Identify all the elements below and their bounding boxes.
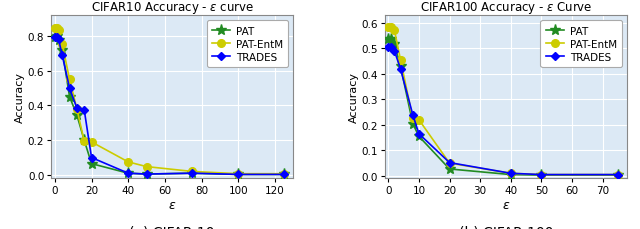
PAT-EntM: [51, 28, 59, 30]
PAT-EntM: [143, 166, 150, 168]
PAT-EntM: [81, 140, 88, 143]
TRADES: [143, 173, 150, 176]
TRADES: [397, 68, 404, 71]
PAT: [538, 174, 545, 177]
PAT: [390, 44, 398, 47]
TRADES: [390, 50, 398, 53]
PAT-EntM: [54, 29, 62, 32]
TRADES: [614, 173, 622, 176]
PAT: [88, 163, 95, 165]
PAT-EntM: [189, 170, 196, 173]
PAT-EntM: [280, 173, 288, 175]
PAT-EntM: [66, 79, 74, 81]
PAT-EntM: [390, 29, 398, 32]
PAT-EntM: [58, 43, 66, 46]
PAT: [409, 123, 417, 125]
PAT: [234, 173, 242, 176]
PAT: [53, 35, 61, 38]
PAT: [387, 39, 395, 41]
TRADES: [58, 55, 66, 57]
PAT: [124, 172, 132, 175]
TRADES: [124, 172, 132, 175]
TRADES: [73, 107, 81, 110]
PAT-EntM: [538, 173, 545, 176]
PAT: [58, 49, 66, 52]
PAT: [614, 174, 622, 177]
Line: TRADES: TRADES: [385, 45, 621, 177]
PAT-EntM: [234, 173, 242, 175]
PAT-EntM: [409, 117, 417, 120]
TRADES: [51, 36, 59, 39]
TRADES: [385, 46, 392, 49]
Title: CIFAR100 Accuracy - $\varepsilon$ Curve: CIFAR100 Accuracy - $\varepsilon$ Curve: [420, 0, 593, 16]
TRADES: [409, 114, 417, 117]
PAT-EntM: [415, 119, 423, 122]
TRADES: [538, 173, 545, 176]
Legend: PAT, PAT-EntM, TRADES: PAT, PAT-EntM, TRADES: [541, 21, 622, 68]
TRADES: [445, 161, 453, 164]
PAT-EntM: [124, 161, 132, 164]
PAT: [280, 173, 288, 176]
X-axis label: $\varepsilon$: $\varepsilon$: [502, 198, 510, 211]
PAT: [73, 114, 81, 117]
Line: PAT-EntM: PAT-EntM: [385, 24, 622, 179]
PAT-EntM: [614, 173, 622, 176]
PAT: [51, 36, 59, 39]
PAT: [143, 173, 150, 176]
PAT-EntM: [88, 141, 95, 144]
PAT-EntM: [53, 28, 61, 30]
PAT-EntM: [445, 162, 453, 165]
Line: PAT: PAT: [383, 35, 623, 181]
TRADES: [280, 173, 288, 176]
PAT-EntM: [507, 172, 515, 175]
TRADES: [387, 46, 395, 49]
Y-axis label: Accuracy: Accuracy: [349, 72, 359, 123]
TRADES: [54, 39, 62, 42]
PAT-EntM: [387, 26, 395, 29]
PAT: [385, 39, 392, 41]
Line: PAT: PAT: [49, 31, 290, 180]
PAT: [189, 172, 196, 175]
PAT: [54, 40, 62, 43]
TRADES: [507, 172, 515, 175]
Title: CIFAR10 Accuracy - $\varepsilon$ curve: CIFAR10 Accuracy - $\varepsilon$ curve: [91, 0, 254, 16]
Y-axis label: Accuracy: Accuracy: [15, 72, 25, 123]
TRADES: [81, 109, 88, 112]
TRADES: [415, 133, 423, 136]
Text: (a) CIFAR-10: (a) CIFAR-10: [129, 224, 215, 229]
TRADES: [66, 87, 74, 90]
PAT: [397, 65, 404, 68]
Line: PAT-EntM: PAT-EntM: [51, 25, 288, 178]
PAT-EntM: [385, 26, 392, 29]
X-axis label: $\varepsilon$: $\varepsilon$: [168, 198, 177, 211]
PAT: [415, 135, 423, 138]
Line: TRADES: TRADES: [52, 35, 287, 177]
Legend: PAT, PAT-EntM, TRADES: PAT, PAT-EntM, TRADES: [207, 21, 288, 68]
PAT: [445, 168, 453, 171]
TRADES: [88, 156, 95, 159]
TRADES: [53, 36, 61, 39]
TRADES: [189, 172, 196, 175]
PAT: [81, 139, 88, 142]
Text: (b) CIFAR-100: (b) CIFAR-100: [459, 224, 554, 229]
PAT-EntM: [73, 108, 81, 111]
TRADES: [234, 173, 242, 176]
PAT-EntM: [397, 59, 404, 62]
PAT: [66, 96, 74, 99]
PAT: [507, 173, 515, 176]
